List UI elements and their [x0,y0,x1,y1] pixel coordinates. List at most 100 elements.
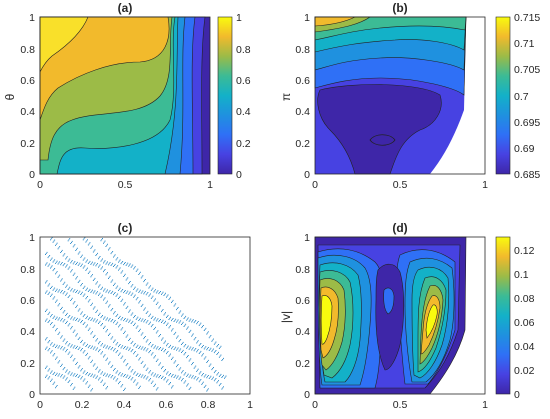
scatter-point [120,272,122,274]
scatter-point [57,319,59,321]
scatter-point [60,292,62,294]
scatter-point [83,315,85,316]
scatter-point [191,364,193,366]
scatter-point [165,320,166,322]
scatter-point [128,311,130,313]
scatter-point [69,294,71,296]
scatter-point [92,308,94,310]
scatter-point [65,323,67,324]
scatter-point [76,375,77,376]
scatter-point [183,326,185,327]
scatter-point [65,266,67,268]
scatter-point [75,348,77,349]
scatter-point [62,255,64,257]
scatter-point [110,293,112,294]
scatter-point [67,373,69,375]
scatter-point [107,373,108,375]
scatter-point [87,301,89,303]
scatter-point [151,317,153,318]
scatter-point [147,367,149,369]
scatter-point [60,337,62,339]
scatter-point [81,377,82,379]
scatter-point [162,375,164,377]
scatter-point [79,251,81,253]
scatter-point [138,359,140,361]
scatter-point [183,346,185,348]
scatter-point [69,323,71,325]
scatter-point [150,289,152,291]
scatter-point [170,325,171,327]
scatter-point [61,336,62,338]
scatter-point [106,346,108,348]
scatter-point [201,383,203,385]
scatter-point [132,284,134,286]
panel-b-ytick-0: 0 [304,169,310,181]
scatter-point [53,344,55,346]
scatter-point [105,375,107,377]
scatter-point [129,282,130,283]
scatter-point [98,371,99,373]
scatter-point [113,341,114,343]
scatter-point [166,381,167,383]
scatter-point [125,279,127,281]
scatter-point [170,296,171,298]
scatter-point [73,387,75,389]
scatter-point [176,366,177,368]
scatter-point [84,370,86,372]
scatter-point [137,382,139,384]
scatter-point [165,369,166,370]
scatter-point [139,358,140,360]
scatter-point [124,375,125,376]
scatter-point [45,338,47,340]
scatter-point [172,318,174,319]
scatter-point [103,346,104,348]
scatter-point [114,282,116,284]
scatter-point [174,319,176,321]
scatter-point [202,381,204,383]
scatter-point [55,290,56,292]
panel-d-xtick-2: 1 [482,399,488,411]
scatter-point [76,248,77,250]
scatter-point [179,321,181,323]
scatter-point [55,244,56,246]
scatter-point [131,265,133,267]
scatter-point [121,385,123,387]
scatter-point [200,322,202,324]
scatter-point [136,355,138,356]
scatter-point [46,262,48,264]
scatter-point [208,365,210,367]
scatter-point [153,357,155,359]
scatter-point [118,260,120,262]
scatter-point [143,281,145,283]
scatter-point [127,334,129,336]
scatter-point [108,335,109,336]
scatter-point [171,386,173,388]
scatter-point [174,333,176,334]
scatter-point [136,326,138,328]
scatter-point [127,346,129,348]
scatter-point [197,321,199,322]
scatter-point [134,286,136,288]
scatter-point [195,337,197,338]
scatter-point [95,265,97,267]
scatter-point [172,385,174,387]
scatter-point [169,383,171,384]
scatter-point [98,323,99,324]
scatter-point [100,345,102,347]
scatter-point [102,379,103,381]
scatter-point [72,331,74,333]
scatter-point [82,380,84,382]
scatter-point [99,369,101,371]
scatter-point [47,370,49,372]
scatter-point [107,386,108,388]
scatter-point [205,346,207,348]
scatter-point [87,381,88,383]
scatter-point [204,329,206,330]
scatter-point [209,376,211,378]
panel-b-ylabel: π [279,93,293,101]
scatter-point [59,317,61,319]
scatter-point [62,377,64,379]
scatter-point [169,326,171,328]
scatter-point [81,341,82,342]
scatter-point [58,304,60,306]
